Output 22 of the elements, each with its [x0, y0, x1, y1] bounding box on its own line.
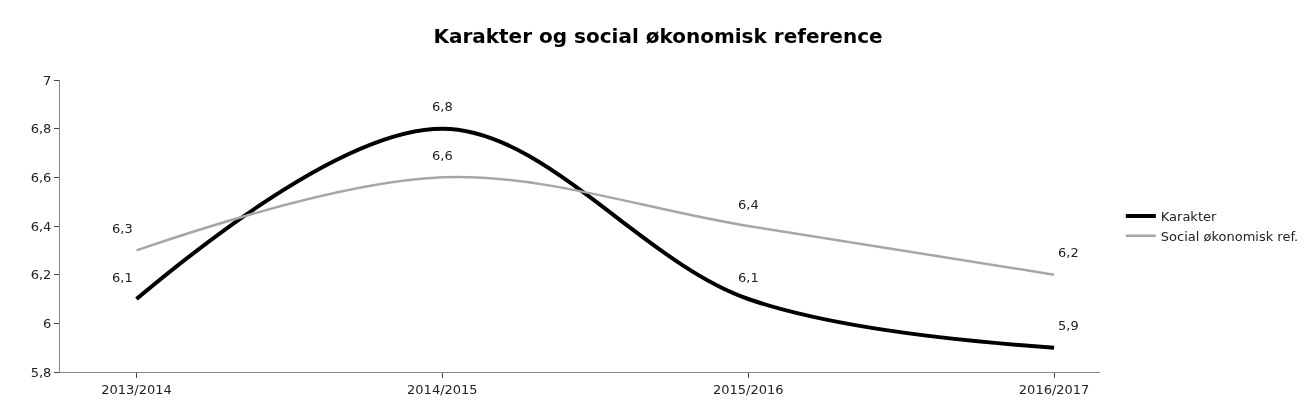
- data-label: 6,2: [1058, 245, 1079, 260]
- y-tick-label: 6,2: [30, 267, 52, 283]
- data-label: 5,9: [1058, 318, 1079, 333]
- x-tick-label: 2016/2017: [1018, 381, 1090, 397]
- y-tick-label: 7: [43, 72, 52, 88]
- x-tick-label: 2015/2016: [712, 381, 784, 397]
- chart-title: Karakter og social økonomisk reference: [433, 23, 883, 48]
- y-tick-label: 6,4: [30, 218, 52, 234]
- data-label: 6,3: [112, 221, 133, 236]
- data-label: 6,8: [432, 99, 453, 114]
- legend-label: Social økonomisk ref.: [1160, 228, 1299, 244]
- x-tick-label: 2014/2015: [407, 381, 478, 397]
- x-tick-label: 2013/2014: [101, 381, 172, 397]
- data-label: 6,4: [738, 197, 759, 212]
- data-label: 6,1: [738, 270, 759, 285]
- data-label: 6,1: [112, 270, 133, 285]
- y-tick-label: 6,8: [30, 121, 52, 137]
- y-tick-label: 6,6: [30, 169, 52, 185]
- y-tick-label: 6: [43, 315, 52, 331]
- data-label: 6,6: [432, 148, 453, 163]
- legend-label: Karakter: [1160, 209, 1217, 225]
- y-tick-label: 5,8: [30, 364, 52, 380]
